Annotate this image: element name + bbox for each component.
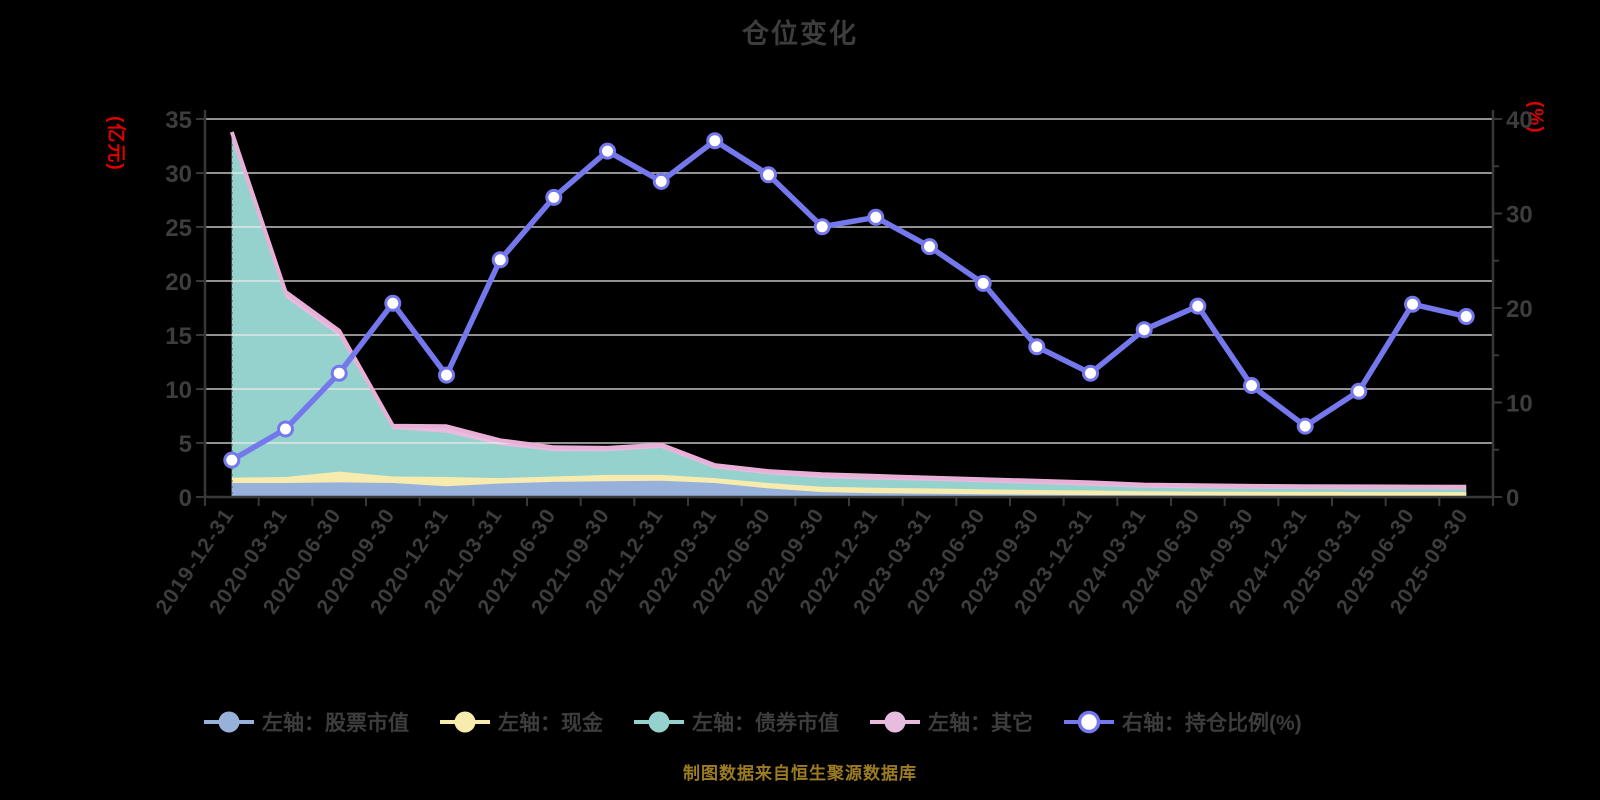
holding-ratio-point	[1082, 364, 1099, 382]
chart-title: 仓位变化	[742, 19, 858, 49]
legend-item-other: 左轴：其它	[869, 707, 1033, 737]
holding-ratio-point	[760, 166, 777, 184]
right-tick-label: 40	[1506, 107, 1533, 134]
right-tick-label: 30	[1506, 202, 1533, 229]
area-series-2	[231, 139, 1467, 497]
holding-ratio-point	[813, 218, 831, 236]
holding-ratio-line	[229, 137, 1469, 463]
legend-label: 左轴：其它	[928, 712, 1033, 735]
left-tick-label: 15	[165, 323, 192, 350]
left-tick-label: 5	[179, 431, 192, 458]
holding-ratio-point	[974, 274, 992, 292]
holding-ratio-point	[384, 294, 402, 312]
holding-ratio-point	[1350, 382, 1368, 400]
right-tick-label: 10	[1506, 391, 1533, 418]
holding-ratio-point	[545, 188, 563, 206]
chart-legend: 左轴：股票市值 左轴：现金 左轴：债券市值 左轴：其它	[203, 707, 1302, 737]
legend-marker-area-icon	[870, 711, 920, 733]
left-tick-label: 35	[165, 107, 192, 134]
holding-ratio-point	[491, 251, 509, 269]
holding-ratio-point	[438, 366, 455, 384]
legend-item-holding-ratio: 右轴：持仓比例(%)	[1063, 707, 1302, 737]
holding-ratio-point	[652, 172, 670, 190]
legend-item-bond-value: 左轴：债券市值	[633, 707, 839, 737]
left-tick-label: 10	[165, 377, 192, 404]
legend-label: 左轴：股票市值	[262, 712, 409, 735]
legend-label: 右轴：持仓比例(%)	[1122, 712, 1302, 735]
holding-ratio-point	[277, 420, 294, 438]
holding-ratio-point	[1404, 295, 1421, 313]
holding-ratio-point	[330, 364, 348, 382]
left-tick-label: 0	[179, 485, 192, 512]
left-tick-label: 30	[165, 161, 192, 188]
holding-ratio-point	[867, 208, 885, 226]
right-tick-label: 0	[1506, 485, 1519, 512]
holding-ratio-point	[1243, 377, 1260, 394]
holding-ratio-point	[1028, 338, 1046, 356]
legend-marker-line-icon	[1064, 710, 1114, 734]
right-tick-label: 20	[1506, 296, 1533, 323]
holding-ratio-point	[1189, 297, 1207, 315]
legend-marker-area-icon	[440, 711, 490, 733]
left-tick-label: 20	[165, 269, 192, 296]
legend-item-stock-value: 左轴：股票市值	[203, 707, 409, 737]
holding-ratio-point	[1457, 308, 1475, 325]
other-area-edge	[229, 131, 1467, 489]
legend-label: 左轴：现金	[498, 712, 603, 735]
holding-ratio-point	[1296, 417, 1314, 435]
legend-item-cash: 左轴：现金	[439, 707, 603, 737]
holding-ratio-point	[223, 451, 241, 469]
holding-ratio-point	[599, 142, 616, 160]
area-series-0	[231, 480, 1467, 497]
legend-marker-area-icon	[634, 711, 684, 733]
legend-marker-area-icon	[204, 711, 254, 733]
left-tick-label: 25	[165, 215, 192, 242]
holding-ratio-point	[1135, 321, 1153, 339]
holding-ratio-point	[706, 132, 724, 150]
legend-label: 左轴：债券市值	[692, 712, 839, 735]
holding-ratio-point	[921, 238, 938, 256]
data-source-note: 制图数据来自恒生聚源数据库	[683, 764, 917, 783]
